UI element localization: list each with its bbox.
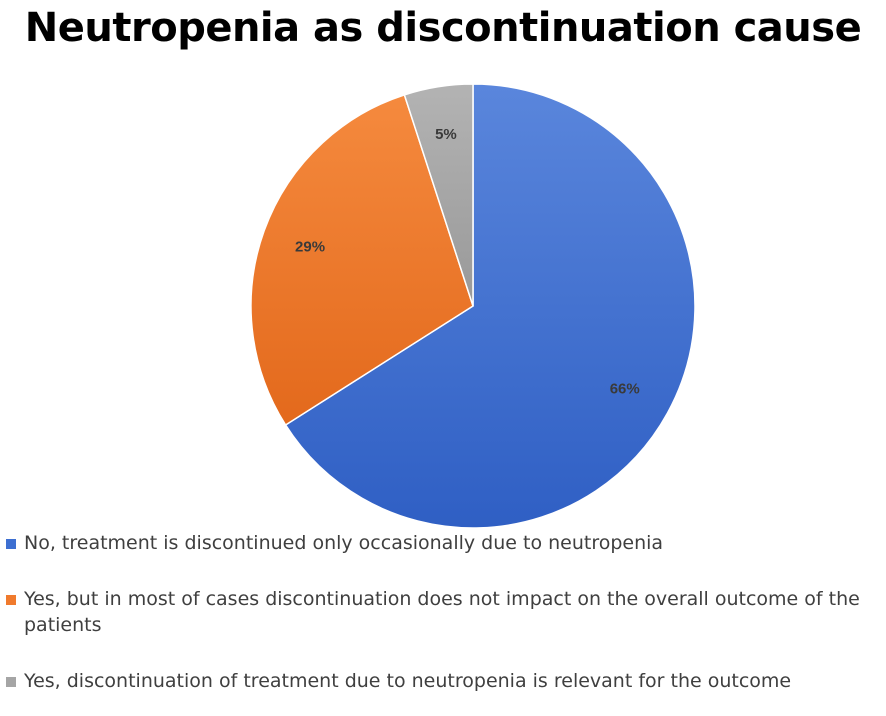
slice-data-label: 5%: [435, 126, 457, 143]
legend-swatch: [6, 539, 16, 549]
legend-item: Yes, but in most of cases discontinuatio…: [6, 586, 882, 638]
legend-swatch: [6, 595, 16, 605]
legend-swatch: [6, 677, 16, 687]
slice-data-label: 66%: [610, 380, 640, 397]
legend-item: Yes, discontinuation of treatment due to…: [6, 668, 882, 694]
legend: No, treatment is discontinued only occas…: [6, 530, 882, 694]
legend-label: Yes, discontinuation of treatment due to…: [24, 670, 792, 692]
slice-data-label: 29%: [295, 238, 325, 255]
legend-label: No, treatment is discontinued only occas…: [24, 532, 664, 554]
pie-slice: [403, 83, 474, 307]
pie-slice: [250, 93, 474, 426]
pie-chart: 66% 29% 5%: [250, 83, 696, 529]
legend-label: Yes, but in most of cases discontinuatio…: [24, 588, 860, 636]
pie-slice: [284, 83, 696, 529]
chart-title: Neutropenia as discontinuation cause: [24, 5, 862, 51]
legend-item: No, treatment is discontinued only occas…: [6, 530, 882, 556]
